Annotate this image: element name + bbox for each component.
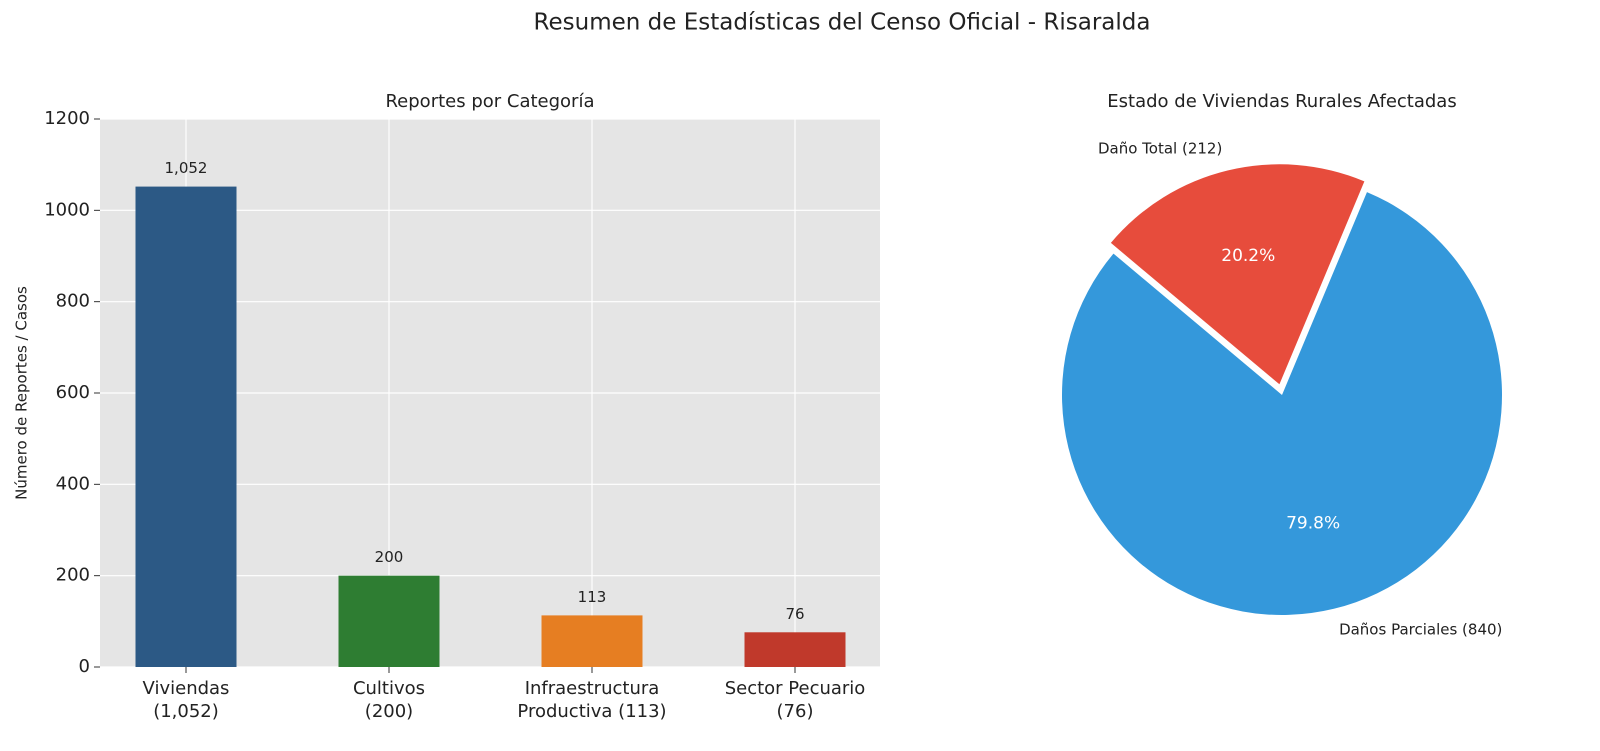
slice-label: Daños Parciales (840) [1339,621,1502,639]
y-tick-label: 1200 [44,108,90,129]
data-label: 113 [578,588,607,606]
y-tick-label: 600 [56,382,90,403]
x-tick-label: Infraestructura Productiva (113) [517,678,666,722]
data-label: 76 [785,605,804,623]
subplot-title: Estado de Viviendas Rurales Afectadas [1107,91,1456,112]
bar [338,575,440,667]
pie-slice [1062,192,1502,615]
data-label: 1,052 [165,159,208,177]
pct-label: 20.2% [1221,246,1275,266]
y-tick-label: 0 [79,656,90,677]
y-tick-label: 400 [56,473,90,494]
pie-slice [1110,164,1365,385]
y-tick-label: 1000 [44,199,90,220]
y-axis-label: Número de Reportes / Casos [13,286,31,500]
subplot-title: Reportes por Categoría [385,91,594,112]
bar [744,632,846,667]
x-tick-label: Viviendas (1,052) [143,678,230,722]
bar [135,186,237,667]
figure-title: Resumen de Estadísticas del Censo Oficia… [534,10,1151,36]
data-label: 200 [375,548,404,566]
slice-label: Daño Total (212) [1098,140,1222,158]
x-tick-label: Cultivos (200) [353,678,425,722]
x-tick-label: Sector Pecuario (76) [725,678,866,722]
y-tick-label: 200 [56,565,90,586]
bar [541,615,643,667]
pct-label: 79.8% [1286,513,1340,533]
y-tick-label: 800 [56,291,90,312]
